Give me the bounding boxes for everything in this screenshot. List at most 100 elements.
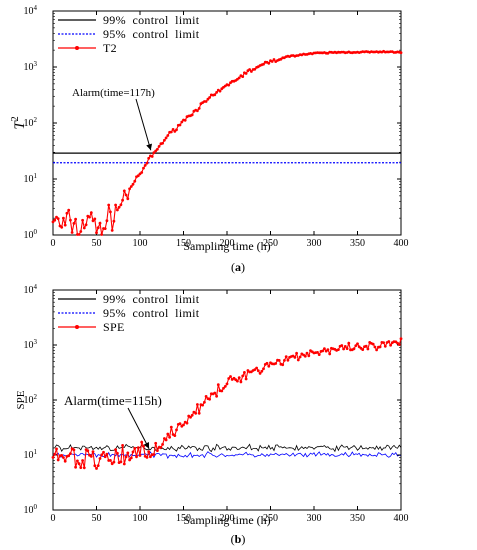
series-point — [204, 100, 208, 103]
series-point — [143, 164, 147, 167]
legend-a-label-t2: T2 — [103, 41, 117, 55]
series-point — [208, 397, 212, 401]
x-tick-label: 250 — [263, 238, 278, 249]
x-tick-label: 300 — [307, 513, 322, 524]
series-point — [293, 356, 297, 359]
series-point — [265, 361, 269, 365]
series-point — [122, 189, 126, 193]
series-point — [253, 67, 257, 71]
series-point — [53, 218, 57, 222]
series-point — [109, 459, 112, 462]
series-point — [51, 456, 55, 459]
series-point — [156, 147, 159, 151]
plot-area-a — [52, 10, 402, 236]
series-point — [136, 446, 140, 450]
series-point — [95, 467, 98, 470]
series-point — [164, 438, 168, 442]
series-point — [213, 391, 217, 395]
series-point — [283, 359, 286, 362]
series-point — [114, 203, 117, 207]
series-point — [189, 415, 192, 419]
series-point — [352, 347, 356, 351]
series-point — [178, 422, 182, 425]
x-tick-label: 400 — [394, 238, 409, 249]
series-point — [255, 366, 258, 370]
y-tick-base: 10 — [24, 340, 34, 351]
series-point — [159, 446, 163, 449]
alarm-annotation-b: Alarm(time=115h) — [64, 393, 162, 408]
series-point — [62, 456, 65, 459]
series-point — [286, 358, 290, 362]
series-point — [364, 344, 368, 348]
legend-a-marker-t2 — [75, 46, 79, 50]
series-point — [140, 440, 144, 444]
legend-b-marker-spe — [75, 325, 79, 329]
series-point — [169, 425, 173, 429]
series-point — [343, 345, 347, 348]
series-point — [373, 345, 377, 349]
chart-panel-a: 0 50 100 150 200 250 300 350 400 100101102103104… — [10, 4, 409, 274]
y-tick-exp: 0 — [34, 503, 38, 511]
series-point — [166, 432, 170, 436]
series-point — [194, 411, 198, 415]
alarm-arrow-b — [127, 407, 150, 449]
series-point — [128, 187, 132, 191]
series-point — [114, 448, 117, 452]
series-point — [347, 341, 351, 345]
y-tick-label: 101 — [24, 448, 38, 461]
series-point — [93, 464, 97, 468]
y-tick-exp: 2 — [34, 393, 38, 401]
series-point — [100, 453, 104, 457]
y-tick-label: 103 — [24, 60, 38, 73]
series-point — [208, 96, 212, 99]
series-point — [110, 229, 114, 232]
series-point — [79, 230, 83, 233]
series-point — [397, 343, 401, 346]
series-point — [128, 458, 132, 462]
series-point — [175, 428, 178, 432]
series-point — [298, 355, 302, 359]
series-point — [84, 223, 88, 227]
series-point — [67, 454, 71, 458]
series-point — [121, 444, 124, 447]
y-tick-label: 101 — [24, 172, 38, 185]
series-point — [196, 403, 199, 406]
x-tick-label: 100 — [133, 513, 148, 524]
series-point — [124, 193, 128, 197]
series-point — [272, 58, 276, 61]
series-point — [82, 466, 86, 470]
series-point — [152, 453, 156, 456]
limit-95-line-b — [52, 451, 402, 459]
series-point — [229, 375, 232, 378]
series-point — [86, 449, 90, 453]
series-point — [147, 156, 151, 160]
series-point — [267, 61, 271, 65]
series-point — [281, 363, 285, 367]
series-point — [157, 145, 161, 148]
series-point — [98, 221, 102, 225]
y-tick-label: 104 — [24, 283, 38, 296]
series-point — [178, 123, 182, 127]
series-point — [169, 130, 173, 134]
y-tick-label: 103 — [24, 338, 38, 351]
series-point — [164, 136, 168, 140]
series-point — [250, 70, 253, 73]
series-point — [119, 460, 123, 464]
series-point — [204, 395, 208, 398]
series-point — [171, 127, 175, 131]
series-point — [366, 347, 370, 351]
series-point — [72, 222, 76, 225]
series-point — [190, 413, 194, 417]
series-point — [262, 62, 265, 66]
series-point — [375, 348, 378, 352]
y-axis-label-a-main: T — [12, 120, 28, 130]
series-point — [213, 93, 217, 97]
series-point — [119, 203, 123, 207]
series-point — [77, 233, 81, 236]
x-axis-label-b: Sampling time (h) — [183, 513, 270, 527]
y-tick-exp: 3 — [34, 338, 38, 346]
series-point — [260, 369, 264, 373]
series-point — [154, 441, 158, 445]
y-tick-base: 10 — [24, 62, 34, 73]
series-point — [223, 385, 227, 388]
